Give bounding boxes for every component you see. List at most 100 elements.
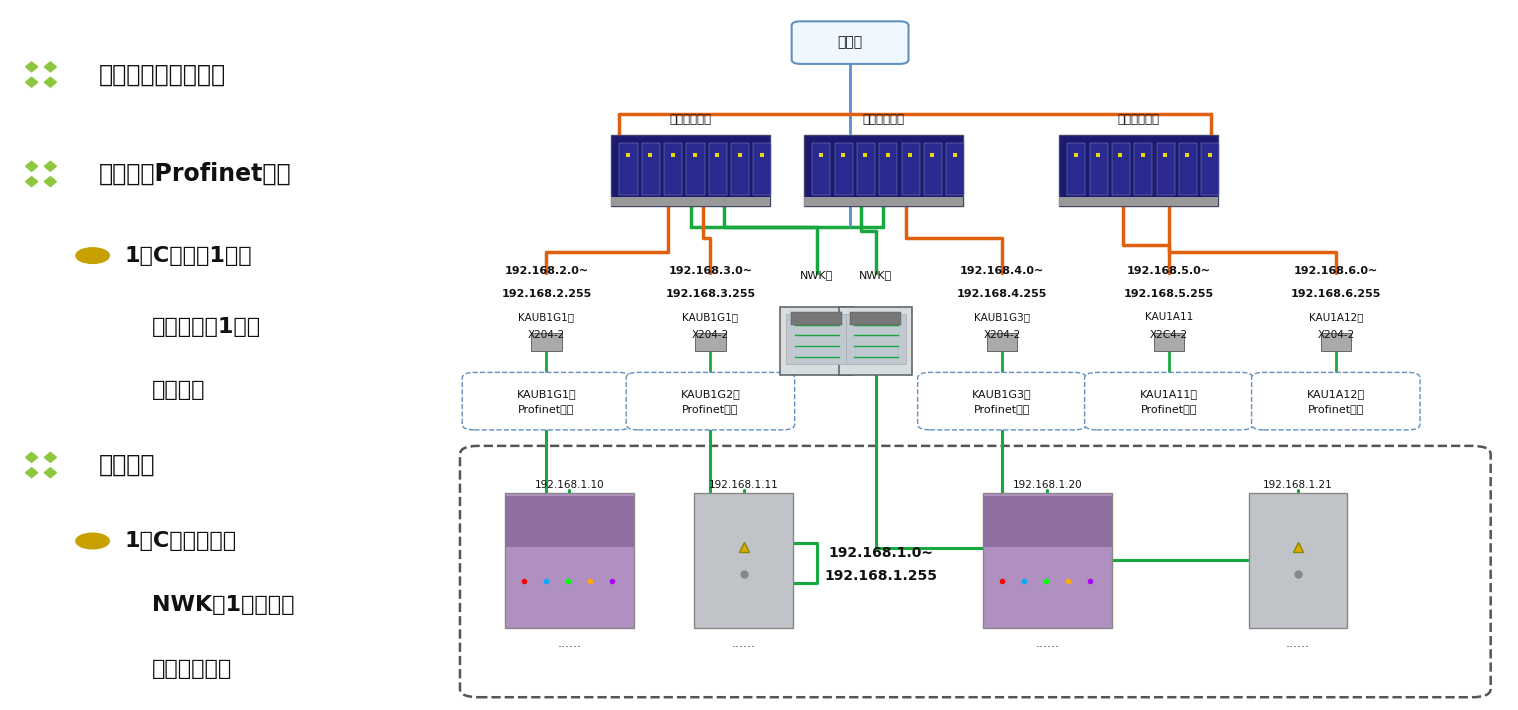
- Text: X204-2: X204-2: [1318, 330, 1354, 340]
- Text: 192.168.6.0~: 192.168.6.0~: [1293, 266, 1378, 276]
- Text: X204-2: X204-2: [692, 330, 729, 340]
- Text: 192.168.2.0~: 192.168.2.0~: [504, 266, 589, 276]
- Bar: [805, 135, 962, 206]
- FancyBboxPatch shape: [460, 446, 1491, 697]
- FancyBboxPatch shape: [917, 372, 1087, 430]
- Text: 192.168.5.255: 192.168.5.255: [1123, 289, 1214, 299]
- Bar: [1249, 493, 1348, 628]
- Polygon shape: [44, 62, 56, 72]
- Text: 192.168.1.21: 192.168.1.21: [1263, 480, 1333, 490]
- Text: 192.168.3.0~: 192.168.3.0~: [668, 266, 753, 276]
- Bar: [924, 143, 941, 195]
- Text: 192.168.4.255: 192.168.4.255: [956, 289, 1047, 299]
- Text: 赫斯曼交换机的环网: 赫斯曼交换机的环网: [99, 62, 226, 87]
- Text: 赫斯曼交换机: 赫斯曼交换机: [1117, 114, 1160, 126]
- Bar: [504, 496, 635, 547]
- Bar: [665, 143, 682, 195]
- Bar: [1157, 143, 1175, 195]
- Polygon shape: [26, 452, 38, 462]
- Text: KAUB1G3的
Profinet网络: KAUB1G3的 Profinet网络: [972, 389, 1032, 413]
- Bar: [805, 197, 962, 206]
- Bar: [1113, 143, 1129, 195]
- Bar: [531, 333, 562, 351]
- Text: KAUB1G3的: KAUB1G3的: [975, 312, 1029, 322]
- Bar: [732, 143, 750, 195]
- Bar: [709, 143, 727, 195]
- Text: KAU1A12的
Profinet网络: KAU1A12的 Profinet网络: [1307, 389, 1365, 413]
- Bar: [642, 143, 660, 195]
- Text: X204-2: X204-2: [984, 330, 1020, 340]
- Text: 手动区域: 手动区域: [99, 453, 155, 477]
- Circle shape: [76, 533, 109, 549]
- Text: 赫斯曼交换机: 赫斯曼交换机: [669, 114, 712, 126]
- Bar: [791, 312, 842, 324]
- Text: 1个C网用于1个工: 1个C网用于1个工: [124, 246, 252, 266]
- Text: 斯曼端口: 斯曼端口: [152, 381, 205, 400]
- Bar: [504, 493, 635, 628]
- Bar: [780, 307, 853, 375]
- Text: 赫斯曼交换机: 赫斯曼交换机: [862, 114, 905, 126]
- Bar: [619, 143, 638, 195]
- Bar: [1060, 135, 1219, 206]
- Text: ......: ......: [732, 637, 756, 650]
- Polygon shape: [26, 161, 38, 171]
- Bar: [879, 143, 897, 195]
- Text: ......: ......: [1286, 637, 1310, 650]
- Text: 1个C网用于多个: 1个C网用于多个: [124, 531, 237, 551]
- Text: 192.168.4.0~: 192.168.4.0~: [959, 266, 1044, 276]
- Bar: [1067, 143, 1085, 195]
- FancyBboxPatch shape: [1085, 372, 1254, 430]
- Bar: [846, 314, 906, 364]
- Bar: [1154, 333, 1184, 351]
- Bar: [686, 143, 704, 195]
- Text: KAUB1G1的
Profinet网络: KAUB1G1的 Profinet网络: [516, 389, 577, 413]
- Text: 192.168.1.11: 192.168.1.11: [709, 480, 779, 490]
- Circle shape: [76, 248, 109, 263]
- Text: NWK箱: NWK箱: [859, 271, 893, 280]
- Text: 192.168.3.255: 192.168.3.255: [665, 289, 756, 299]
- Text: 个赫斯曼端口: 个赫斯曼端口: [152, 659, 232, 679]
- Polygon shape: [26, 62, 38, 72]
- Text: KAUB1G2的
Profinet网络: KAUB1G2的 Profinet网络: [680, 389, 741, 413]
- Bar: [695, 333, 726, 351]
- Text: 自动区域Profinet网络: 自动区域Profinet网络: [99, 162, 291, 186]
- Polygon shape: [44, 452, 56, 462]
- Text: NWK箱: NWK箱: [800, 271, 833, 280]
- Text: KAU1A11的
Profinet网络: KAU1A11的 Profinet网络: [1140, 389, 1198, 413]
- FancyBboxPatch shape: [627, 372, 795, 430]
- Text: 中控室: 中控室: [838, 36, 862, 50]
- Text: ......: ......: [557, 637, 581, 650]
- Text: 192.168.5.0~: 192.168.5.0~: [1126, 266, 1211, 276]
- Bar: [695, 493, 792, 628]
- Text: 作组，接至1个赫: 作组，接至1个赫: [152, 317, 261, 337]
- Bar: [835, 143, 853, 195]
- Text: X204-2: X204-2: [528, 330, 565, 340]
- Bar: [987, 333, 1017, 351]
- Polygon shape: [44, 77, 56, 87]
- FancyBboxPatch shape: [1252, 372, 1421, 430]
- Text: 192.168.6.255: 192.168.6.255: [1290, 289, 1381, 299]
- Bar: [839, 307, 912, 375]
- Bar: [1179, 143, 1198, 195]
- Bar: [850, 312, 902, 324]
- Bar: [812, 143, 830, 195]
- Bar: [902, 143, 920, 195]
- Bar: [610, 135, 771, 206]
- Bar: [984, 496, 1111, 547]
- Polygon shape: [44, 161, 56, 171]
- Text: 192.168.1.20: 192.168.1.20: [1013, 480, 1082, 490]
- Polygon shape: [44, 468, 56, 478]
- Text: 192.168.1.10: 192.168.1.10: [534, 480, 604, 490]
- Bar: [753, 143, 771, 195]
- Bar: [1201, 143, 1219, 195]
- Text: KAU1A11: KAU1A11: [1145, 312, 1193, 322]
- Polygon shape: [26, 468, 38, 478]
- Text: 192.168.2.255: 192.168.2.255: [501, 289, 592, 299]
- Text: KAUB1G1的: KAUB1G1的: [519, 312, 574, 322]
- Polygon shape: [26, 177, 38, 187]
- FancyBboxPatch shape: [792, 21, 908, 64]
- FancyBboxPatch shape: [461, 372, 631, 430]
- Bar: [1321, 333, 1351, 351]
- Bar: [1134, 143, 1152, 195]
- Bar: [984, 493, 1111, 628]
